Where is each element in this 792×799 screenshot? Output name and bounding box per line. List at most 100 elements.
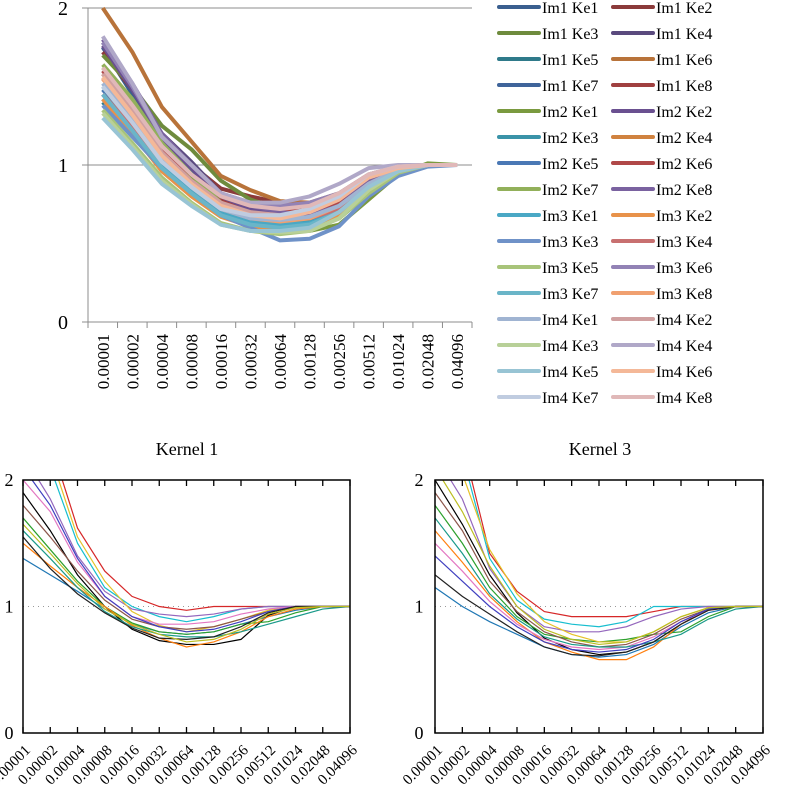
legend-label: Im1 Ke8	[656, 78, 712, 95]
series-line	[435, 504, 763, 643]
legend-label: Im2 Ke2	[656, 104, 712, 121]
series-line	[435, 542, 763, 651]
y-tick-label: 0	[58, 312, 68, 334]
legend-item: Im2 Ke4	[611, 130, 712, 147]
legend-label: Im4 Ke7	[542, 390, 598, 407]
x-tick-label: 0.00004	[153, 334, 172, 390]
legend-label: Im4 Ke6	[656, 364, 712, 381]
series-line	[435, 587, 763, 658]
y-tick-label: 0	[415, 723, 424, 743]
legend-item: Im1 Ke2	[611, 0, 712, 17]
legend-label: Im4 Ke4	[656, 338, 712, 355]
y-tick-label: 1	[58, 155, 68, 177]
legend-item: Im4 Ke7	[497, 390, 598, 407]
legend-item: Im2 Ke2	[611, 104, 712, 121]
series-line	[442, 480, 763, 646]
legend-item: Im3 Ke1	[497, 208, 598, 225]
legend-item: Im3 Ke8	[611, 286, 712, 303]
legend-label: Im1 Ke6	[656, 52, 712, 69]
x-tick-label: 0.00064	[271, 334, 290, 390]
legend-item: Im1 Ke7	[497, 78, 598, 95]
series-line	[23, 536, 350, 640]
legend-label: Im1 Ke4	[656, 26, 712, 43]
legend-item: Im3 Ke5	[497, 260, 598, 277]
legend-label: Im1 Ke1	[542, 0, 598, 17]
legend-item: Im1 Ke4	[611, 26, 712, 43]
legend-label: Im3 Ke3	[542, 234, 598, 251]
legend-label: Im4 Ke8	[656, 390, 712, 407]
y-tick-label: 2	[415, 470, 424, 490]
x-tick-label: 0.01024	[389, 334, 408, 390]
x-tick-label: 0.00256	[330, 334, 349, 389]
series-line	[101, 116, 458, 233]
legend-label: Im4 Ke3	[542, 338, 598, 355]
legend-item: Im4 Ke2	[611, 312, 712, 329]
kernel-1-title: Kernel 1	[156, 439, 218, 459]
legend-label: Im3 Ke4	[656, 234, 712, 251]
x-tick-label: 0.04096	[448, 334, 467, 389]
y-tick-label: 0	[5, 723, 14, 743]
series-line	[61, 480, 350, 611]
legend-item: Im1 Ke3	[497, 26, 598, 43]
legend-item: Im2 Ke8	[611, 182, 712, 199]
kernel-3-chart: Kernel 3 0.000010.000020.000040.000080.0…	[400, 439, 774, 788]
legend-item: Im4 Ke8	[611, 390, 712, 407]
x-tick-label: 0.02048	[419, 334, 438, 389]
legend-item: Im2 Ke6	[611, 156, 712, 173]
series-line	[435, 492, 763, 648]
legend-item: Im4 Ke4	[611, 338, 712, 355]
legend-label: Im3 Ke5	[542, 260, 598, 277]
series-line	[23, 557, 350, 635]
series-line	[23, 480, 350, 625]
series-line	[435, 480, 763, 656]
kernel-1-chart: Kernel 1 0.000010.000020.000040.000080.0…	[0, 439, 361, 788]
legend-label: Im4 Ke2	[656, 312, 712, 329]
legend-label: Im2 Ke1	[542, 104, 598, 121]
legend-label: Im1 Ke2	[656, 0, 712, 17]
legend-item: Im3 Ke2	[611, 208, 712, 225]
x-tick-label: 0.00032	[241, 334, 260, 389]
legend-label: Im2 Ke5	[542, 156, 598, 173]
x-tick-label: 0.00128	[301, 334, 320, 389]
legend-item: Im1 Ke8	[611, 78, 712, 95]
legend-item: Im2 Ke1	[497, 104, 598, 121]
legend-item: Im4 Ke6	[611, 364, 712, 381]
legend-item: Im1 Ke5	[497, 52, 598, 69]
legend-label: Im2 Ke8	[656, 182, 712, 199]
legend-item: Im2 Ke5	[497, 156, 598, 173]
legend-item: Im4 Ke1	[497, 312, 598, 329]
series-line	[101, 85, 458, 218]
legend-item: Im3 Ke7	[497, 286, 598, 303]
y-tick-label: 2	[58, 0, 68, 20]
series-line	[23, 517, 350, 635]
legend-label: Im2 Ke7	[542, 182, 598, 199]
series-group	[435, 480, 763, 661]
y-tick-label: 2	[5, 470, 14, 490]
x-tick-label: 0.00512	[360, 334, 379, 389]
legend-item: Im1 Ke6	[611, 52, 712, 69]
series-line	[23, 523, 350, 643]
series-line	[449, 480, 763, 633]
series-line	[435, 517, 763, 648]
series-line	[37, 480, 350, 618]
legend-label: Im3 Ke2	[656, 208, 712, 225]
legend-label: Im3 Ke1	[542, 208, 598, 225]
legend-label: Im2 Ke4	[656, 130, 712, 147]
series-line	[101, 66, 458, 211]
series-line	[23, 530, 350, 638]
series-line	[435, 555, 763, 653]
legend-label: Im1 Ke5	[542, 52, 598, 69]
y-tick-label: 1	[415, 597, 424, 617]
legend-label: Im4 Ke5	[542, 364, 598, 381]
legend: Im1 Ke1 Im1 Ke2 Im1 Ke3 Im1 Ke4 Im1 Ke5 Im1 K…	[497, 0, 712, 407]
x-tick-label: 0.00008	[182, 334, 201, 389]
legend-label: Im2 Ke6	[656, 156, 712, 173]
legend-item: Im4 Ke5	[497, 364, 598, 381]
legend-label: Im3 Ke8	[656, 286, 712, 303]
top-line-chart: 0 1 2 0.00001 0.00002 0.00004 0.00008 0.00016 0.…	[58, 0, 473, 390]
series-line	[435, 574, 763, 657]
kernel-3-title: Kernel 3	[569, 439, 631, 459]
x-tick-label: 0.00016	[212, 334, 231, 389]
legend-item: Im4 Ke3	[497, 338, 598, 355]
